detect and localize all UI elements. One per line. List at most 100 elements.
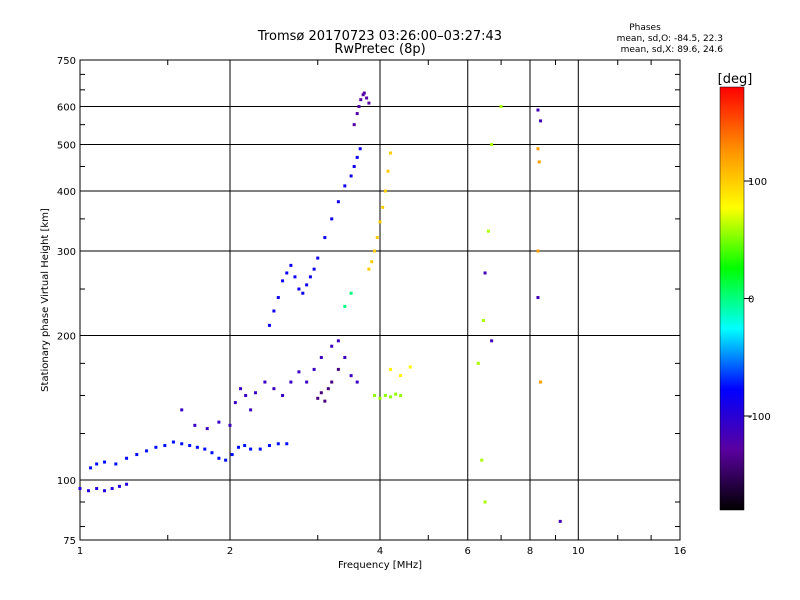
y-tick-label: 75	[63, 536, 76, 547]
data-point	[375, 236, 379, 240]
data-point	[217, 420, 221, 424]
data-point	[89, 466, 93, 470]
data-point	[236, 445, 240, 449]
data-point	[326, 387, 330, 391]
data-point	[285, 271, 289, 275]
data-point	[272, 309, 276, 313]
data-point	[281, 279, 285, 283]
data-point	[224, 458, 228, 462]
data-point	[125, 482, 129, 486]
data-point	[343, 355, 347, 359]
data-point	[361, 93, 365, 97]
y-axis-label: Stationary phase Virtual Height [km]	[40, 208, 51, 392]
data-point	[383, 394, 387, 398]
data-point	[244, 394, 248, 398]
x-axis-label: Frequency [MHz]	[338, 560, 422, 571]
data-point	[365, 96, 369, 100]
data-point	[389, 395, 393, 399]
data-point	[367, 267, 371, 271]
data-point	[272, 387, 276, 391]
data-point	[289, 263, 293, 267]
data-point	[536, 296, 540, 300]
x-tick-label: 4	[377, 546, 383, 557]
data-point	[258, 447, 262, 451]
data-point	[539, 119, 543, 123]
data-point	[203, 447, 207, 451]
data-point	[349, 174, 353, 178]
data-point	[95, 462, 99, 466]
data-point	[195, 445, 199, 449]
data-point	[383, 189, 387, 193]
data-point	[389, 367, 393, 371]
y-tick-label: 750	[57, 56, 76, 67]
phases-stats-x: mean, sd,X: 89.6, 24.6	[621, 45, 724, 55]
y-tick-label: 600	[57, 103, 76, 114]
data-point	[352, 164, 356, 168]
x-tick-label: 1	[77, 546, 83, 557]
data-point	[114, 462, 118, 466]
data-point	[367, 101, 371, 105]
data-point	[343, 304, 347, 308]
data-point	[536, 108, 540, 112]
data-point	[281, 394, 285, 398]
data-point	[110, 487, 114, 491]
data-point	[336, 200, 340, 204]
data-point	[103, 460, 107, 464]
data-point	[352, 123, 356, 127]
data-point	[78, 487, 82, 491]
data-point	[373, 394, 377, 398]
data-point	[193, 423, 197, 427]
data-point	[263, 380, 267, 384]
data-point	[228, 423, 232, 427]
data-point	[378, 220, 382, 224]
data-point	[249, 447, 253, 451]
x-tick-labels: 1 2 4 6 8 10 16	[77, 546, 687, 557]
data-point	[276, 442, 280, 446]
data-point	[355, 155, 359, 159]
y-tick-label: 500	[57, 141, 76, 152]
data-point	[188, 444, 192, 448]
data-point	[389, 151, 393, 155]
chart-title: Tromsø 20170723 03:26:00–03:27:43	[257, 29, 502, 44]
data-point	[285, 442, 289, 446]
data-point	[323, 236, 327, 240]
data-point	[373, 249, 377, 253]
data-point	[381, 205, 385, 209]
data-point	[349, 374, 353, 378]
data-point	[358, 147, 362, 151]
data-point	[297, 287, 301, 291]
data-point	[355, 112, 359, 116]
data-point	[239, 387, 243, 391]
data-point	[316, 256, 320, 260]
data-point	[163, 444, 167, 448]
x-tick-label: 6	[465, 546, 471, 557]
data-point	[180, 408, 184, 412]
data-point	[210, 451, 214, 455]
data-point	[135, 453, 139, 457]
data-point	[362, 91, 366, 95]
data-point	[343, 184, 347, 188]
data-point	[289, 380, 293, 384]
data-point	[349, 291, 353, 295]
data-point	[370, 260, 374, 264]
data-point	[336, 367, 340, 371]
y-tick-label: 400	[57, 187, 76, 198]
colorbar-tick-label: -100	[748, 412, 771, 423]
data-point	[305, 380, 309, 384]
data-point	[330, 217, 334, 221]
data-point	[490, 143, 494, 147]
phases-stats-o: mean, sd,O: -84.5, 22.3	[617, 34, 723, 44]
data-point	[537, 160, 541, 164]
y-tick-label: 100	[57, 476, 76, 487]
data-point	[117, 484, 121, 488]
data-point	[125, 456, 129, 460]
data-point	[276, 296, 280, 300]
data-point	[483, 271, 487, 275]
data-point	[330, 380, 334, 384]
data-point	[154, 445, 158, 449]
data-point	[336, 339, 340, 343]
data-point	[357, 105, 361, 109]
data-point	[486, 229, 490, 233]
colorbar	[719, 86, 745, 511]
